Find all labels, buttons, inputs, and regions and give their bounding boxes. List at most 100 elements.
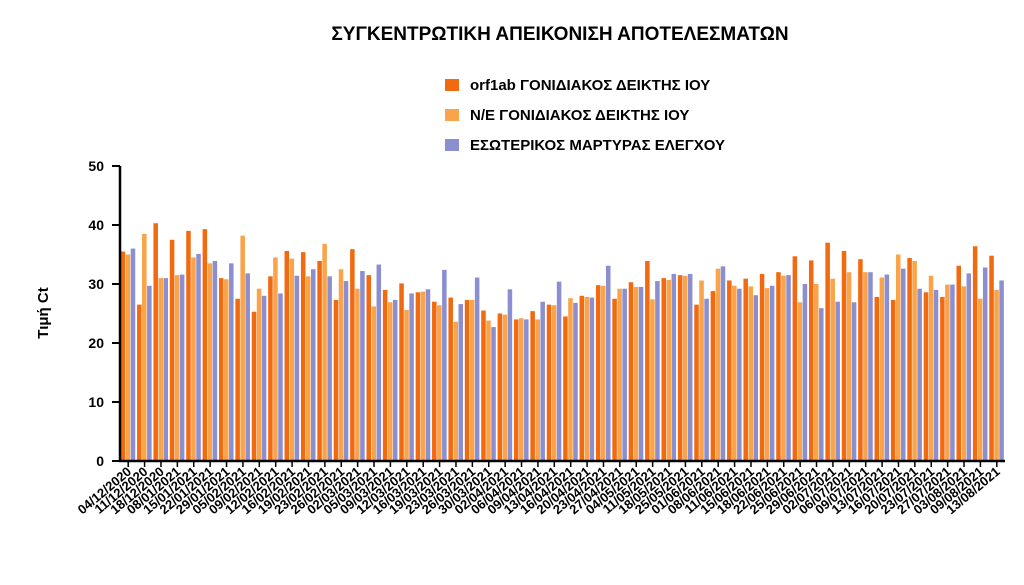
bar — [273, 257, 278, 461]
bar — [753, 295, 759, 461]
bar — [895, 254, 901, 461]
bar — [540, 301, 545, 461]
bar — [458, 304, 464, 461]
bar — [563, 316, 568, 461]
bar — [289, 258, 295, 461]
bar — [732, 285, 737, 461]
bar — [989, 255, 994, 461]
bar — [207, 263, 213, 461]
bar — [802, 284, 808, 461]
bar — [628, 282, 634, 461]
bar — [825, 242, 830, 461]
bar — [781, 275, 786, 461]
bar — [486, 320, 491, 461]
bar — [928, 275, 934, 461]
bar — [677, 275, 683, 461]
bar — [474, 277, 480, 461]
bar — [863, 272, 868, 461]
bar — [491, 327, 496, 461]
bar — [305, 276, 311, 461]
bar — [163, 278, 169, 461]
bar — [343, 281, 349, 461]
bar — [420, 291, 426, 461]
bar — [519, 318, 524, 461]
bar — [268, 276, 273, 461]
bar — [764, 288, 770, 461]
bar — [300, 252, 306, 461]
bar — [556, 281, 562, 461]
legend-swatch — [445, 79, 459, 91]
bar — [759, 273, 765, 461]
bar — [261, 295, 267, 461]
y-axis-label: Τιμή Ct — [35, 287, 52, 338]
bar — [186, 230, 191, 461]
bar — [174, 275, 180, 461]
bar — [846, 272, 852, 461]
y-tick-label: 30 — [88, 276, 104, 292]
bar — [442, 269, 447, 461]
bar — [940, 296, 945, 461]
bar — [748, 286, 753, 461]
legend-label: ΕΣΩΤΕΡΙΚΟΣ ΜΑΡΤΥΡΑΣ ΕΛΕΓΧΟΥ — [470, 137, 725, 154]
bar — [202, 229, 208, 461]
bar — [481, 310, 486, 461]
bar — [645, 260, 650, 461]
bar — [235, 298, 240, 461]
bar — [792, 256, 798, 461]
bar — [699, 280, 704, 461]
bar — [158, 278, 163, 461]
bar — [551, 305, 557, 461]
bar — [786, 275, 791, 461]
bar — [573, 302, 578, 461]
bar — [120, 251, 126, 461]
y-tick-label: 0 — [96, 453, 104, 469]
bar — [945, 284, 950, 461]
bar — [972, 246, 978, 461]
bar — [797, 302, 803, 461]
bar — [994, 289, 999, 461]
bar — [900, 268, 906, 461]
bar — [502, 314, 508, 461]
bar — [317, 260, 322, 461]
bar — [404, 309, 409, 461]
bar — [568, 298, 573, 461]
bar — [327, 276, 332, 461]
bar — [425, 289, 431, 461]
bar — [240, 235, 245, 461]
bar — [584, 296, 590, 461]
bar — [579, 295, 585, 461]
bar — [769, 285, 775, 461]
bar — [617, 288, 622, 461]
bar — [595, 285, 601, 461]
bar — [858, 259, 863, 461]
bar — [212, 260, 218, 461]
bar — [399, 283, 404, 461]
bar — [360, 271, 365, 461]
bar — [546, 304, 552, 461]
bar — [251, 311, 257, 461]
bar — [464, 299, 470, 461]
bar — [808, 260, 814, 461]
bar — [392, 299, 398, 461]
bar — [147, 285, 152, 461]
bar — [218, 278, 224, 461]
bar — [682, 275, 688, 461]
bar — [727, 280, 732, 461]
bar — [322, 243, 327, 461]
legend-label: orf1ab ΓΟΝΙΔΙΑΚΟΣ ΔΕΙΚΤΗΣ ΙΟΥ — [470, 77, 710, 94]
bar — [715, 268, 721, 461]
bar — [884, 274, 890, 461]
bar — [371, 306, 377, 461]
bar — [687, 273, 693, 461]
bar — [130, 248, 136, 461]
bar — [245, 273, 250, 461]
bar — [437, 305, 442, 461]
bar — [671, 273, 677, 461]
y-tick-label: 20 — [88, 335, 104, 351]
bar — [600, 285, 606, 461]
bar — [666, 279, 672, 461]
bar — [530, 311, 535, 461]
bar — [589, 297, 595, 461]
bar — [633, 286, 639, 461]
bar — [284, 250, 290, 461]
